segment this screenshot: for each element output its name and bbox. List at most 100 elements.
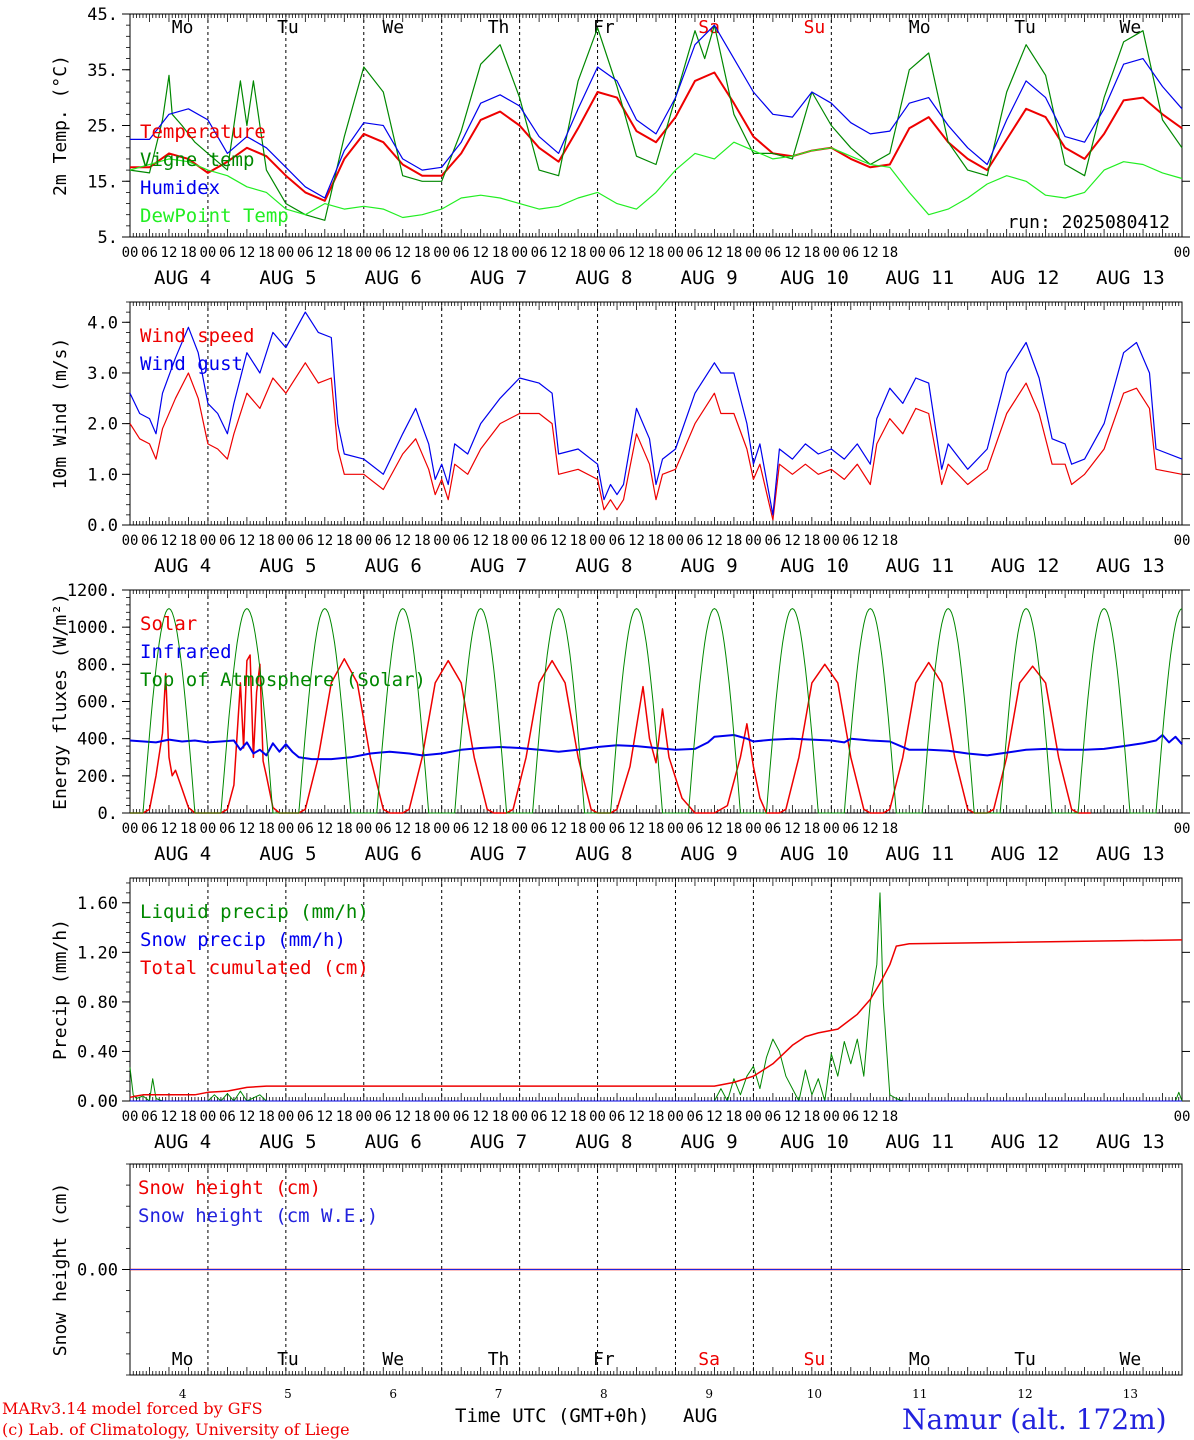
hour-label: 00 <box>667 245 684 261</box>
hour-label: 12 <box>628 821 645 837</box>
hour-label: 18 <box>725 533 742 549</box>
day-number: 8 <box>600 1387 608 1401</box>
hour-label: 12 <box>161 821 178 837</box>
day-number: 6 <box>389 1387 397 1401</box>
y-axis-label: 2m Temp. (°C) <box>50 55 71 196</box>
y-tick-label: 1.60 <box>77 894 118 914</box>
hour-label: 00 <box>277 533 294 549</box>
date-label: AUG 7 <box>470 1131 527 1153</box>
day-number: 9 <box>705 1387 713 1401</box>
hour-label: 18 <box>725 1109 742 1125</box>
hour-label: 06 <box>609 1109 626 1125</box>
hour-label: 12 <box>550 245 567 261</box>
y-tick-label: 45. <box>87 5 118 25</box>
date-label: AUG 5 <box>259 555 316 577</box>
y-tick-label: 0.00 <box>77 1092 118 1112</box>
hour-label: 12 <box>161 1109 178 1125</box>
date-label: AUG 10 <box>780 843 849 865</box>
y-tick-label: 0.40 <box>77 1042 118 1062</box>
hour-label: 12 <box>784 1109 801 1125</box>
hour-label: 00 <box>1174 821 1191 837</box>
day-number: 12 <box>1017 1387 1032 1401</box>
y-tick-label: 0.80 <box>77 993 118 1013</box>
day-name: Sa <box>698 17 720 38</box>
date-label: AUG 8 <box>575 843 632 865</box>
station-label: Namur (alt. 172m) <box>902 1403 1167 1436</box>
hour-label: 06 <box>531 821 548 837</box>
legend-entry: Infrared <box>140 641 232 663</box>
panel-3: 0. 200. 400. 600. 800. 1000. 1200.Energy fluxe… <box>50 581 1190 865</box>
hour-label: 18 <box>180 821 197 837</box>
day-name: Sa <box>698 1349 720 1370</box>
hour-label: 12 <box>550 1109 567 1125</box>
day-number: 7 <box>495 1387 503 1401</box>
hour-label: 18 <box>414 1109 431 1125</box>
hour-label: 18 <box>258 533 275 549</box>
hour-label: 12 <box>862 533 879 549</box>
y-tick-label: 25. <box>87 117 118 137</box>
date-label: AUG 4 <box>154 1131 211 1153</box>
hour-label: 00 <box>745 821 762 837</box>
hour-label: 00 <box>199 533 216 549</box>
day-name: Mo <box>172 1349 194 1370</box>
hour-label: 06 <box>375 821 392 837</box>
hour-label: 00 <box>745 1109 762 1125</box>
date-label: AUG 6 <box>365 267 422 289</box>
y-tick-label: 0.00 <box>77 1261 118 1281</box>
hour-label: 00 <box>1174 1109 1191 1125</box>
hour-label: 06 <box>219 245 236 261</box>
date-label: AUG 5 <box>259 1131 316 1153</box>
series-line-humidex <box>130 24 1183 199</box>
date-label: AUG 10 <box>780 1131 849 1153</box>
model-credit: MARv3.14 model forced by GFS <box>2 1399 263 1418</box>
day-name: Fr <box>593 1349 615 1370</box>
hour-label: 00 <box>199 245 216 261</box>
date-label: AUG 11 <box>885 555 954 577</box>
hour-label: 18 <box>258 245 275 261</box>
day-name: Tu <box>1014 17 1036 38</box>
hour-label: 06 <box>297 533 314 549</box>
hour-label: 12 <box>628 245 645 261</box>
hour-label: 12 <box>706 1109 723 1125</box>
hour-label: 18 <box>881 1109 898 1125</box>
hour-label: 06 <box>764 245 781 261</box>
hour-label: 06 <box>141 245 158 261</box>
day-name: Tu <box>277 1349 299 1370</box>
legend-entry: Vigne temp <box>140 149 254 171</box>
hour-label: 06 <box>687 821 704 837</box>
hour-label: 00 <box>823 533 840 549</box>
hour-label: 06 <box>764 533 781 549</box>
hour-label: 12 <box>394 1109 411 1125</box>
series-line-vigne-temp <box>129 24 1183 221</box>
hour-label: 12 <box>862 245 879 261</box>
hour-label: 18 <box>803 245 820 261</box>
hour-label: 18 <box>725 245 742 261</box>
hour-label: 06 <box>842 1109 859 1125</box>
hour-label: 18 <box>570 821 587 837</box>
hour-label: 12 <box>706 821 723 837</box>
hour-label: 06 <box>531 1109 548 1125</box>
hour-label: 18 <box>570 245 587 261</box>
y-tick-label: 4.0 <box>87 313 118 333</box>
hour-label: 12 <box>238 1109 255 1125</box>
date-label: AUG 7 <box>470 267 527 289</box>
hour-label: 06 <box>375 245 392 261</box>
date-label: AUG 8 <box>575 1131 632 1153</box>
date-label: AUG 10 <box>780 555 849 577</box>
hour-label: 12 <box>550 821 567 837</box>
hour-label: 00 <box>823 821 840 837</box>
hour-label: 18 <box>258 1109 275 1125</box>
hour-label: 12 <box>784 533 801 549</box>
hour-label: 06 <box>842 533 859 549</box>
hour-label: 00 <box>589 821 606 837</box>
hour-label: 00 <box>355 1109 372 1125</box>
date-label: AUG 4 <box>154 843 211 865</box>
date-label: AUG 5 <box>259 267 316 289</box>
hour-label: 00 <box>122 1109 139 1125</box>
hour-label: 00 <box>511 1109 528 1125</box>
hour-label: 18 <box>336 245 353 261</box>
y-tick-label: 400. <box>77 730 118 750</box>
y-tick-label: 5. <box>98 228 118 248</box>
legend-entry: Top of Atmosphere (Solar) <box>140 669 426 691</box>
